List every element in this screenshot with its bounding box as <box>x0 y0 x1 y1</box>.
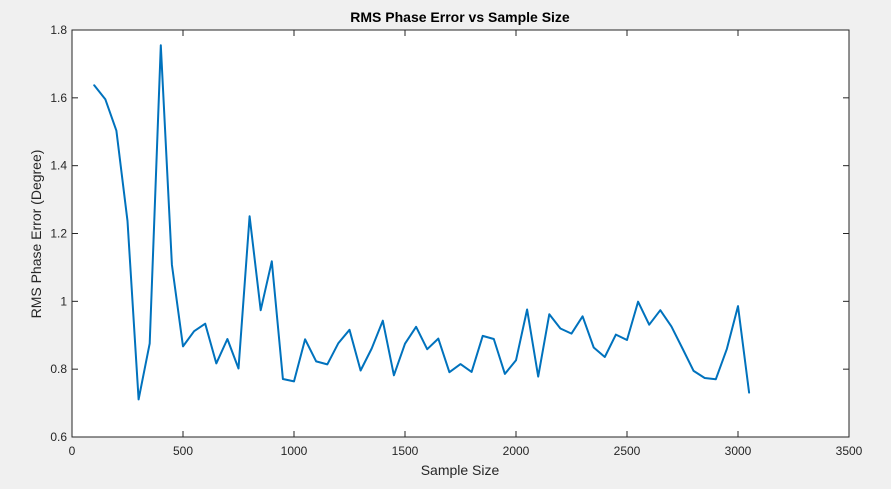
x-tick-label: 2500 <box>614 444 641 458</box>
x-tick-label: 1500 <box>392 444 419 458</box>
x-axis-label: Sample Size <box>421 462 500 478</box>
y-tick-label: 1.2 <box>50 227 67 241</box>
y-tick-label: 1 <box>60 294 67 308</box>
plot-area <box>72 30 849 437</box>
tick-labels: 0 500 1000 1500 2000 2500 3000 3500 0.6 0.8 1 1.2 1.… <box>50 23 862 458</box>
x-tick-label: 500 <box>173 444 193 458</box>
y-tick-label: 1.6 <box>50 91 67 105</box>
x-tick-label: 0 <box>69 444 76 458</box>
axes-box <box>71 29 850 438</box>
x-tick-label: 3500 <box>836 444 863 458</box>
y-tick-label: 0.6 <box>50 430 67 444</box>
chart-title: RMS Phase Error vs Sample Size <box>350 9 570 25</box>
x-tick-label: 2000 <box>503 444 530 458</box>
x-tick-label: 3000 <box>725 444 752 458</box>
series-line <box>93 44 751 401</box>
y-tick-label: 1.8 <box>50 23 67 37</box>
y-axis-label: RMS Phase Error (Degree) <box>28 150 44 319</box>
x-tick-label: 1000 <box>281 444 308 458</box>
y-tick-label: 0.8 <box>50 362 67 376</box>
y-tick-label: 1.4 <box>50 159 67 173</box>
